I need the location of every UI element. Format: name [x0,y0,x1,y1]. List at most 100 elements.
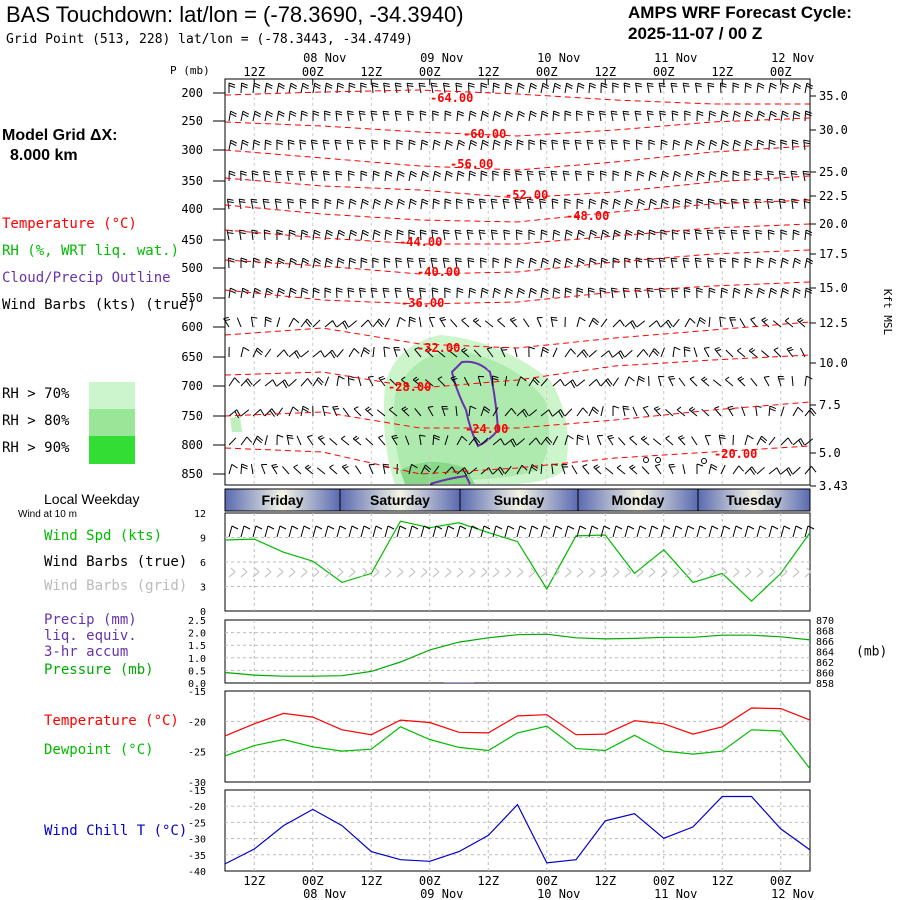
pressure-tick-labels: 200 250 300 350 400 450 500 550 600 650 700 750 800 8… [181,86,225,481]
grid-wind-barb [576,567,584,578]
grid-wind-barb [252,567,260,578]
grid-wind-barb [360,567,368,578]
wind-barb [791,375,794,387]
wind-barb [372,257,379,269]
wind-barb [425,379,434,387]
wind-barb [660,170,670,182]
pressure-tick-label: 850 [181,467,203,481]
legend-temperature: Temperature (°C) [2,216,137,232]
precip-bar [444,682,474,683]
date-label: 11 Nov [654,51,697,65]
wind-barb [767,170,774,182]
surface-wind-barb [408,525,419,538]
wind-barb [552,409,565,418]
wind-barb [264,110,274,122]
wind-barb [552,82,562,94]
wind-barb [684,170,694,182]
wind-barb [288,317,300,328]
wind-barb [492,466,505,476]
wind-barb [312,198,319,210]
wind-barb [468,170,476,182]
wind-barb [228,437,237,446]
wind-barb [252,139,261,151]
precip-accum-label: 3-hr accum [44,644,129,660]
wind-barb [419,434,426,446]
wind-barb [238,198,246,210]
legend-rh: RH (%, WRT liq. wat.) [2,243,180,259]
wind-barb [624,349,633,358]
isotherm-line [224,445,811,475]
wind-barb [322,170,330,182]
wind-barb [384,198,394,210]
wind-barb [600,198,609,210]
surface-wind-barb [768,525,779,538]
wind-barb [468,436,481,446]
wind-barb [401,376,410,387]
wind-barb [516,82,525,94]
wind-barb [420,170,430,182]
wind-barb [516,408,529,418]
wind-barb [480,437,489,446]
wind-barb [622,110,630,122]
wind-barb [750,377,758,387]
wind-barb [264,348,272,358]
date-label: 08 Nov [303,887,346,900]
weekday-bar: Friday Saturday Sunday Monday Tuesday [224,488,811,512]
wind-barb [696,170,705,182]
wind-barb [274,170,282,182]
wind-barb [684,139,693,151]
wind-barb [574,139,582,151]
wind-barb [786,346,794,358]
grid-wind-barb [288,567,296,578]
wind-barb [336,320,349,330]
isotherm-label: -20.00 [714,447,757,461]
hour-label: 12Z [594,874,616,888]
wind-barb [383,257,391,269]
hour-label: 12Z [711,874,733,888]
wind-barb [588,378,601,387]
wind-barb [636,349,649,358]
wind-barb [772,320,782,328]
wind-barb [780,139,788,151]
wind-barb [396,139,404,151]
grid-wind-barb [264,567,272,578]
wind-barb [791,139,799,151]
pressure-tick-label: 350 [181,174,203,188]
height-tick-label: 22.5 [819,189,848,203]
wind-barb [732,257,739,269]
grid-wind-barb [672,567,680,578]
surface-wind-barb [276,525,287,538]
wind-barb [454,229,462,241]
wind-barb [539,198,547,210]
wind-barb [394,82,402,94]
wind-barb [365,437,374,446]
wind-barb [658,82,666,94]
wind-barb [431,229,439,241]
wind-barb [672,170,682,182]
wind-barb [683,287,691,299]
wind-barb [587,110,595,122]
wind-barb [784,317,794,328]
wind-barb [636,198,646,210]
cloud-outline [450,360,500,448]
wind-barb [472,317,482,328]
y-tick-label: 2.5 [188,616,206,627]
wind-barb [432,198,440,210]
wind-barb [744,434,754,446]
height-tick-label: 25.0 [819,165,848,179]
wind-barb [612,198,621,210]
hour-label: 00Z [653,874,675,888]
wind-barb [263,170,271,182]
pressure-tick-label: 400 [181,202,203,216]
wind-barb [456,110,464,122]
y-tick-label: -30 [188,778,206,789]
grid-wind-barb [684,567,692,578]
wind-barb [576,229,585,241]
isotherm-label: -56.00 [450,157,493,171]
wind-barb [322,139,330,151]
wind-barb [406,257,414,269]
wind-barb [324,376,330,387]
wind-barb [444,287,451,299]
wind-barb [708,139,718,151]
grid-wind-barb [420,567,428,578]
